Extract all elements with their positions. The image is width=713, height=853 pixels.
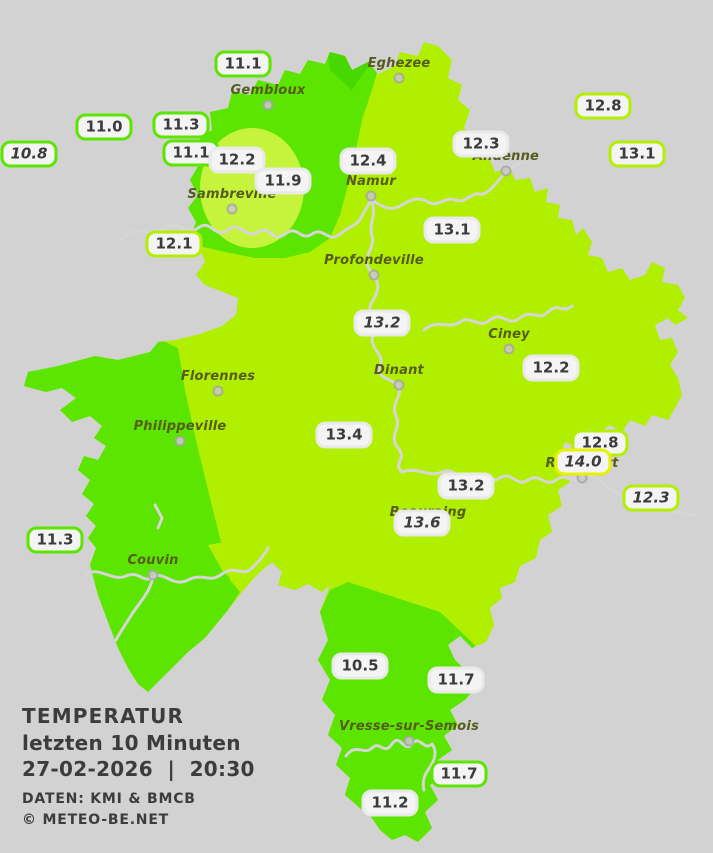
map-datetime: 27-02-2026 | 20:30	[22, 757, 255, 781]
river-small-philippeville	[153, 503, 164, 530]
river-meuse-south	[365, 198, 404, 474]
river-sambre	[118, 198, 373, 242]
title-block: TEMPERATUR letzten 10 Minuten 27-02-2026…	[22, 703, 255, 831]
river-eau-noire-branch	[114, 575, 155, 642]
river-bocq	[422, 304, 574, 332]
copyright: © METEO-BE.NET	[22, 812, 170, 828]
map-title: TEMPERATUR	[22, 704, 185, 728]
data-source: DATEN: KMI & BMCB	[22, 791, 196, 807]
river-eau-noire	[84, 546, 270, 584]
map-subtitle: letzten 10 Minuten	[22, 731, 241, 755]
